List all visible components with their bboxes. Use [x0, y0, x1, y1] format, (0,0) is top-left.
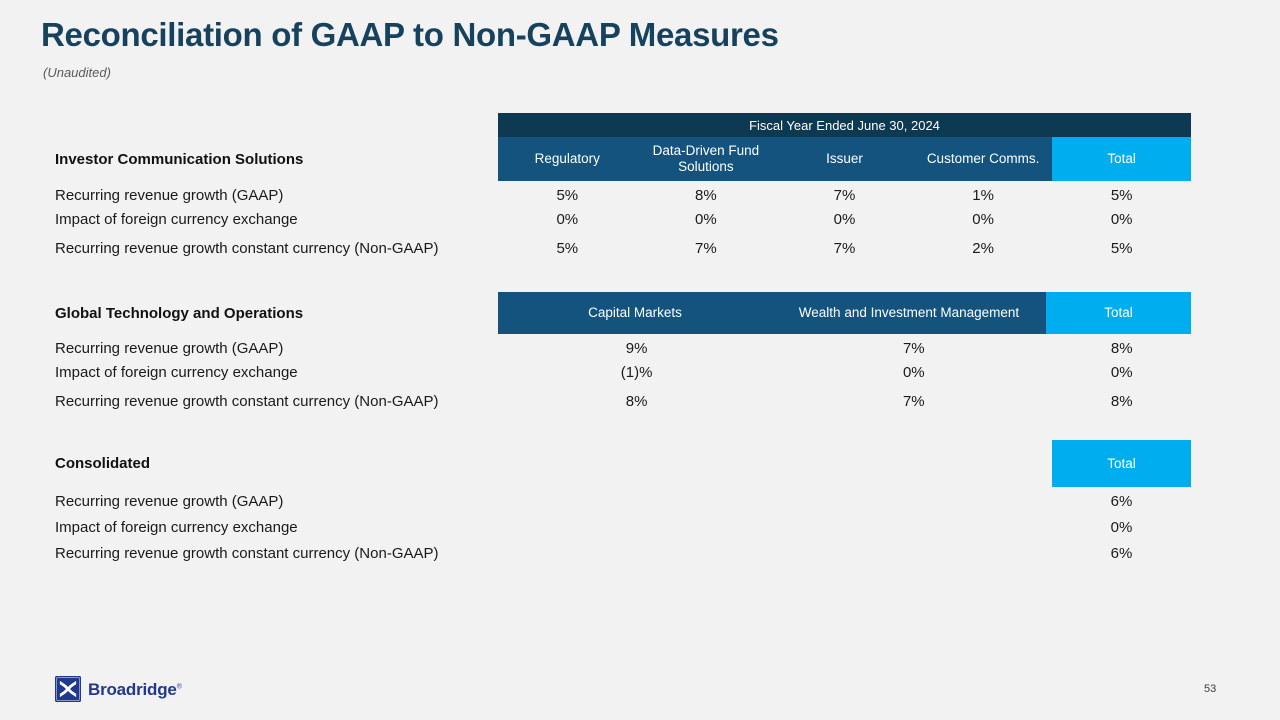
cell-value: 0%	[1110, 518, 1133, 536]
cell-value: 7%	[833, 186, 856, 204]
cell-value: 0%	[972, 210, 994, 228]
registered-mark: ®	[176, 683, 182, 691]
page-number: 53	[1204, 683, 1217, 695]
row-label: Impact of foreign currency exchange	[55, 518, 298, 536]
gto-col-total: Total	[1046, 292, 1191, 334]
row-values: 5% 7% 7% 2% 5%	[498, 240, 1191, 257]
gto-col-capital-markets: Capital Markets	[498, 292, 772, 334]
table-row: Impact of foreign currency exchange 0% 0…	[55, 207, 1191, 231]
cell-value: 2%	[972, 239, 994, 257]
table-row: Recurring revenue growth constant curren…	[55, 389, 1191, 413]
row-values: 0%	[498, 519, 1191, 536]
table-row: Recurring revenue growth (GAAP) 5% 8% 7%…	[55, 183, 1191, 207]
ics-col-customer-comms: Customer Comms.	[913, 137, 1053, 181]
row-label: Recurring revenue growth constant curren…	[55, 392, 439, 410]
row-values: 5% 8% 7% 1% 5%	[498, 187, 1191, 204]
ics-col-issuer: Issuer	[775, 137, 914, 181]
cell-value: 7%	[902, 339, 925, 357]
row-values: 9% 7% 8%	[498, 340, 1191, 357]
page-title: Reconciliation of GAAP to Non-GAAP Measu…	[41, 16, 779, 53]
cell-value: 0%	[833, 210, 856, 228]
cell-value: 6%	[1110, 544, 1133, 562]
table-row: Impact of foreign currency exchange (1)%…	[55, 360, 1191, 384]
cell-value: 0%	[1110, 210, 1133, 228]
cell-value: 8%	[1110, 339, 1133, 357]
gto-header-row: Capital Markets Wealth and Investment Ma…	[498, 292, 1191, 334]
fiscal-year-banner: Fiscal Year Ended June 30, 2024	[498, 113, 1191, 137]
row-label: Recurring revenue growth (GAAP)	[55, 339, 284, 357]
section-consolidated: Consolidated	[55, 455, 151, 472]
cell-value: 0%	[902, 363, 925, 381]
row-label: Impact of foreign currency exchange	[55, 210, 298, 228]
cell-value: 1%	[972, 186, 994, 204]
ics-header-row: Regulatory Data-Driven Fund Solutions Is…	[498, 137, 1191, 181]
table-row: Recurring revenue growth constant curren…	[55, 541, 1191, 565]
cell-value: 5%	[556, 239, 579, 257]
broadridge-logo: Broadridge®	[55, 676, 182, 702]
row-label: Recurring revenue growth constant curren…	[55, 239, 439, 257]
cell-value: 7%	[902, 392, 925, 410]
section-global-technology-operations: Global Technology and Operations	[55, 304, 304, 322]
cell-value: 8%	[1110, 392, 1133, 410]
broadridge-logo-text: Broadridge®	[88, 680, 182, 699]
section-investor-communication-solutions: Investor Communication Solutions	[55, 150, 304, 168]
ics-col-regulatory: Regulatory	[498, 137, 637, 181]
row-label: Recurring revenue growth (GAAP)	[55, 186, 284, 204]
cell-value: 7%	[695, 239, 717, 257]
ics-col-total: Total	[1052, 137, 1191, 181]
cell-value: (1)%	[620, 363, 653, 381]
table-row: Recurring revenue growth (GAAP) 6%	[55, 489, 1191, 513]
row-values: 6%	[498, 493, 1191, 510]
row-values: 6%	[498, 545, 1191, 562]
row-values: 8% 7% 8%	[498, 393, 1191, 410]
consolidated-col-total: Total	[1052, 440, 1191, 487]
subtitle-unaudited: (Unaudited)	[43, 65, 111, 80]
cell-value: 9%	[625, 339, 648, 357]
cell-value: 8%	[695, 186, 717, 204]
cell-value: 0%	[695, 210, 717, 228]
row-values: (1)% 0% 0%	[498, 364, 1191, 381]
cell-value: 5%	[1110, 186, 1133, 204]
cell-value: 0%	[1110, 363, 1133, 381]
row-label: Recurring revenue growth (GAAP)	[55, 492, 284, 510]
table-row: Recurring revenue growth constant curren…	[55, 236, 1191, 260]
broadridge-logo-icon	[55, 676, 81, 702]
cell-value: 7%	[833, 239, 856, 257]
row-label: Impact of foreign currency exchange	[55, 363, 298, 381]
row-values: 0% 0% 0% 0% 0%	[498, 211, 1191, 228]
cell-value: 0%	[556, 210, 579, 228]
cell-value: 5%	[556, 186, 579, 204]
cell-value: 5%	[1110, 239, 1133, 257]
row-label: Recurring revenue growth constant curren…	[55, 544, 439, 562]
ics-col-data-driven-fund-solutions: Data-Driven Fund Solutions	[636, 137, 776, 181]
table-row: Recurring revenue growth (GAAP) 9% 7% 8%	[55, 336, 1191, 360]
cell-value: 8%	[625, 392, 648, 410]
cell-value: 6%	[1110, 492, 1133, 510]
table-row: Impact of foreign currency exchange 0%	[55, 515, 1191, 539]
gto-col-wealth-investment-management: Wealth and Investment Management	[772, 292, 1046, 334]
